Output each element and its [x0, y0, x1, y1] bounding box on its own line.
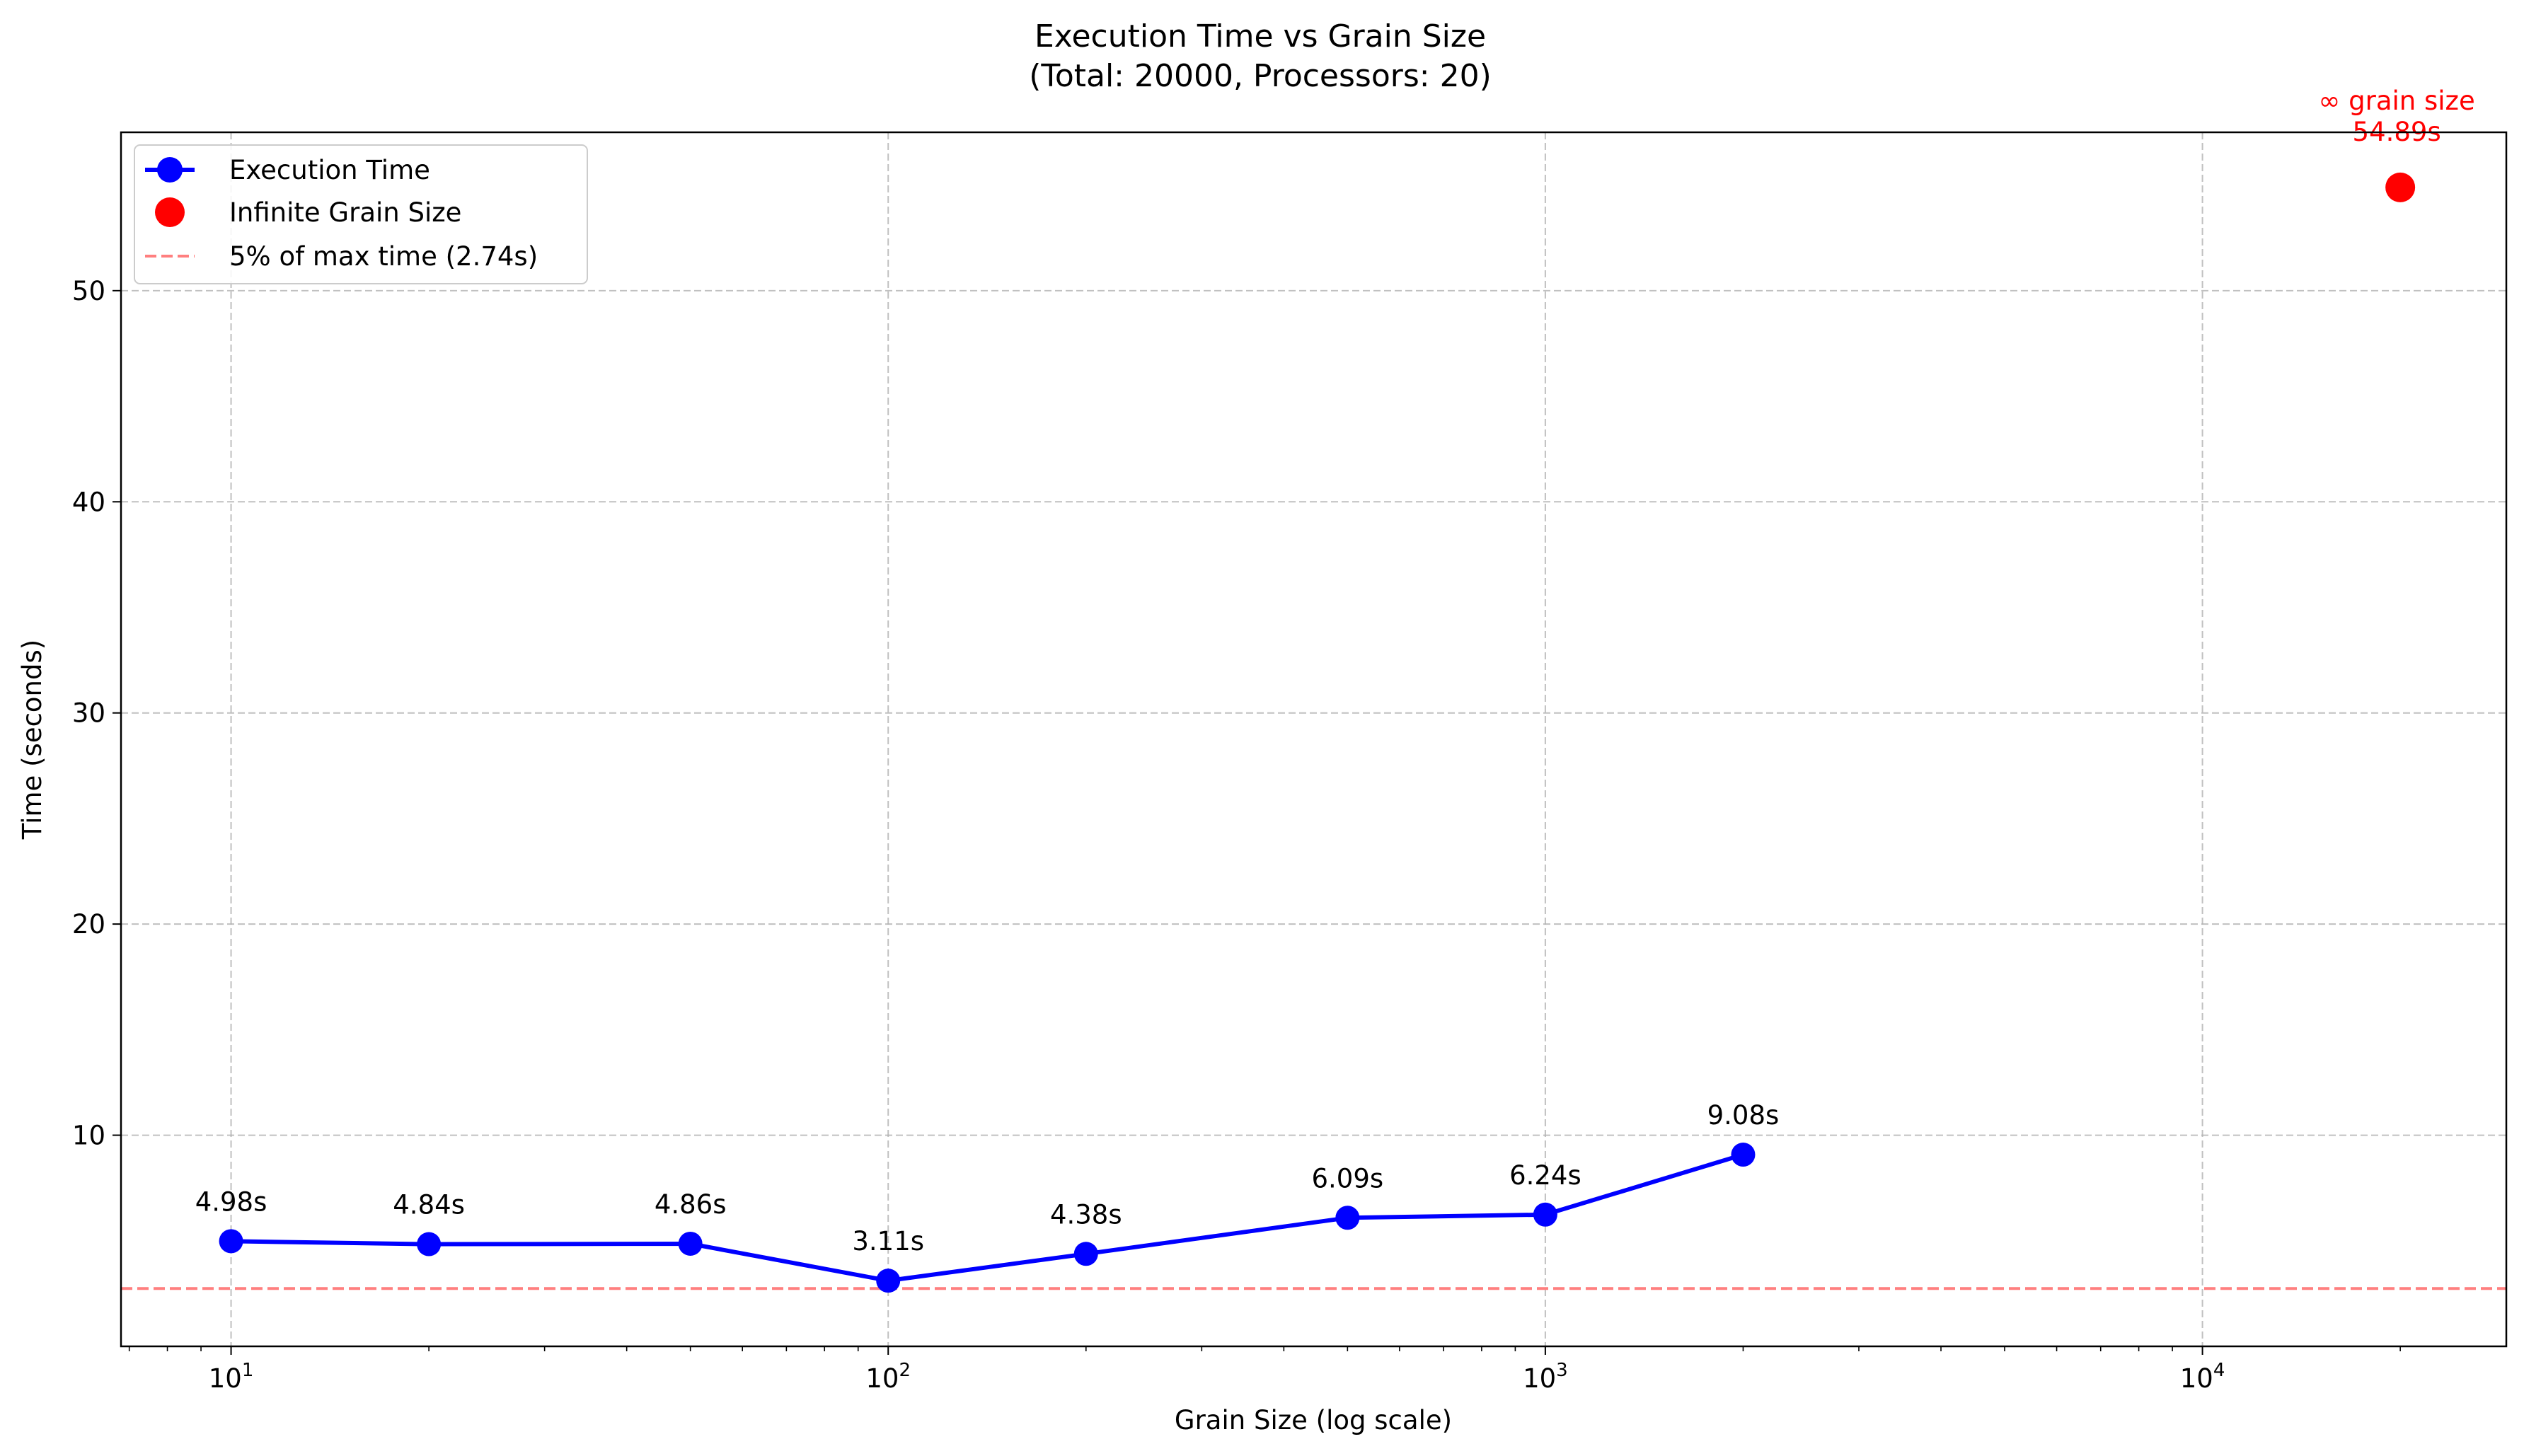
x-tick-label-base: 10 — [1523, 1363, 1556, 1394]
x-tick-label-exponent: 3 — [1556, 1360, 1568, 1381]
execution-time-data-label: 9.08s — [1707, 1100, 1780, 1131]
execution-time-point — [1533, 1202, 1557, 1227]
y-tick-label: 30 — [72, 698, 105, 729]
data-label-layer: 4.98s 4.84s 4.86s 3.11s 4.38s 6.09s 6.24s 9.08s… — [195, 86, 2475, 1256]
legend: Execution Time Infinite Grain Size 5% of… — [134, 144, 588, 284]
infinite-grain-point — [2385, 172, 2416, 202]
y-axis-label: Time (seconds) — [17, 640, 47, 840]
plot-frame — [120, 131, 2508, 1348]
x-tick-label-base: 10 — [2180, 1363, 2213, 1394]
execution-time-point — [219, 1229, 243, 1254]
x-tick-label-exponent: 4 — [2213, 1360, 2225, 1381]
legend-infinite-grain-label: Infinite Grain Size — [229, 197, 461, 228]
y-tick-label: 40 — [72, 487, 105, 517]
execution-time-point — [876, 1269, 901, 1293]
x-tick-label: 102 — [865, 1360, 911, 1394]
series-layer — [219, 172, 2416, 1293]
x-axis: 101 102 103 104 — [128, 1346, 2401, 1394]
y-tick-label: 10 — [72, 1121, 105, 1151]
execution-time-data-label: 4.38s — [1050, 1199, 1122, 1230]
x-tick-label-exponent: 1 — [242, 1360, 254, 1381]
execution-time-data-label: 6.24s — [1509, 1160, 1581, 1191]
execution-time-data-label: 4.86s — [655, 1189, 727, 1220]
chart-title: Execution Time vs Grain Size — [1035, 18, 1486, 54]
legend-box — [134, 144, 588, 284]
execution-time-data-label: 4.84s — [393, 1190, 465, 1220]
x-tick-label: 103 — [1523, 1360, 1568, 1394]
execution-time-point — [417, 1232, 442, 1256]
execution-time-point — [1073, 1242, 1098, 1266]
x-tick-label-exponent: 2 — [899, 1360, 911, 1381]
y-axis: 10 20 30 40 50 — [72, 276, 121, 1151]
x-axis-label: Grain Size (log scale) — [1175, 1405, 1452, 1435]
execution-time-line — [231, 1152, 1744, 1283]
execution-time-data-label: 3.11s — [852, 1226, 924, 1256]
legend-infinite-grain-marker — [155, 197, 185, 227]
grid — [121, 132, 2506, 1346]
execution-time-data-label: 6.09s — [1312, 1163, 1384, 1194]
x-tick-label-base: 10 — [209, 1363, 242, 1394]
legend-reference-label: 5% of max time (2.74s) — [229, 241, 538, 272]
legend-execution-time-marker — [157, 157, 183, 183]
execution-time-point — [1731, 1143, 1756, 1167]
chart-subtitle: (Total: 20000, Processors: 20) — [1029, 58, 1492, 94]
x-tick-label-base: 10 — [865, 1363, 899, 1394]
legend-execution-time-label: Execution Time — [229, 155, 430, 185]
plot-area — [121, 132, 2506, 1346]
x-tick-label: 104 — [2180, 1360, 2225, 1394]
infinite-grain-label: ∞ grain size — [2319, 86, 2475, 116]
execution-time-point — [1335, 1206, 1360, 1230]
y-tick-label: 50 — [72, 276, 105, 306]
execution-time-point — [678, 1231, 703, 1256]
x-tick-label: 101 — [209, 1360, 254, 1394]
execution-time-data-label: 4.98s — [195, 1186, 267, 1217]
y-tick-label: 20 — [72, 909, 105, 940]
